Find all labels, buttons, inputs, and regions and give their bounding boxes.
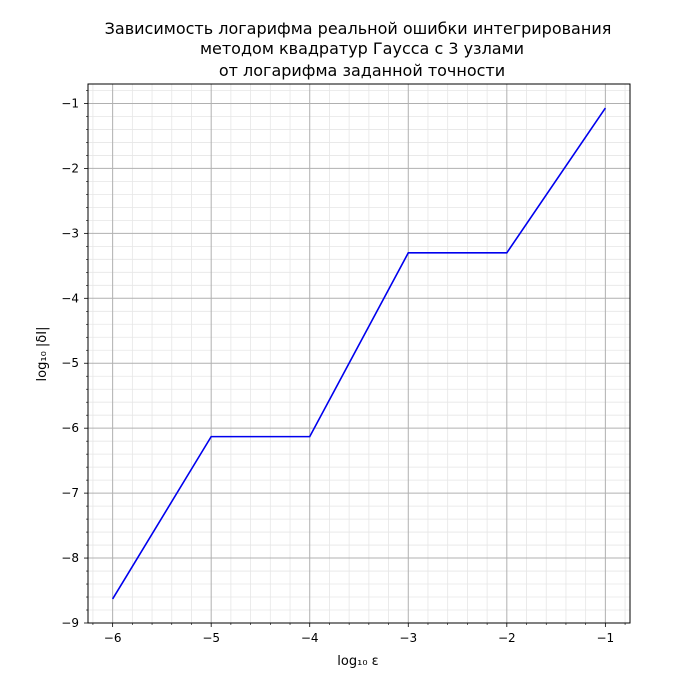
series-layer: [111, 107, 607, 600]
y-tick-label: −8: [61, 551, 79, 565]
y-tick-label: −9: [61, 616, 79, 630]
x-tick-label: −5: [202, 631, 220, 645]
y-tick-label: −4: [61, 291, 79, 305]
y-axis: −9 −8 −7 −6 −5 −4 −3 −2 −1: [61, 90, 88, 630]
y-tick-label: −1: [61, 96, 79, 110]
y-tick-label: −7: [61, 486, 79, 500]
chart-title-line-2: методом квадратур Гаусса с 3 узлами: [200, 39, 524, 58]
x-tick-label: −3: [399, 631, 417, 645]
minor-grid: [88, 84, 630, 623]
x-axis-label: log₁₀ ε: [337, 654, 378, 669]
x-tick-label: −2: [498, 631, 516, 645]
x-tick-label: −6: [104, 631, 122, 645]
x-tick-label: −4: [301, 631, 319, 645]
x-tick-label: −1: [597, 631, 615, 645]
x-axis: −6 −5 −4 −3 −2 −1: [92, 623, 626, 645]
plot-frame: [87, 83, 631, 624]
chart-title-line-3: от логарифма заданной точности: [219, 61, 505, 80]
y-tick-label: −2: [61, 161, 79, 175]
y-axis-label: log₁₀ |δI|: [35, 327, 50, 382]
major-grid: [88, 84, 630, 624]
y-tick-label: −6: [61, 421, 79, 435]
series-line: [111, 107, 607, 600]
y-tick-label: −5: [61, 356, 79, 370]
y-tick-label: −3: [61, 226, 79, 240]
chart-title-line-1: Зависимость логарифма реальной ошибки ин…: [105, 19, 612, 38]
